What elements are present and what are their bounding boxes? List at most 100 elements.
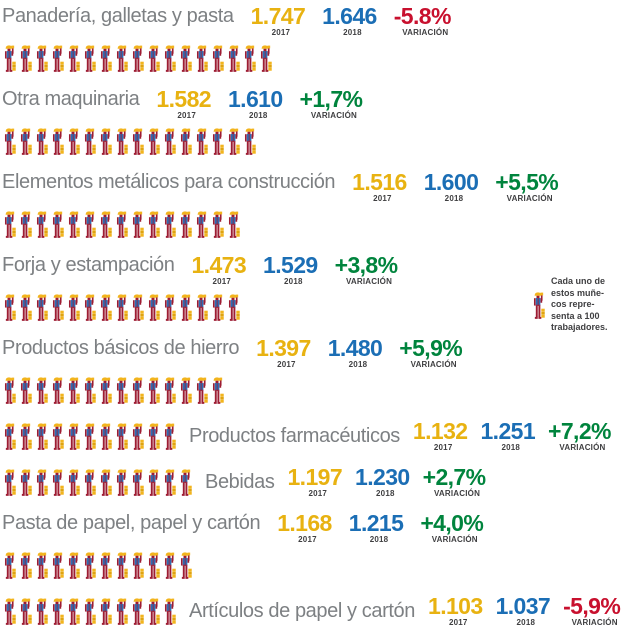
value-2017-number: 1.747: [250, 3, 306, 29]
industry-row-line: Productos básicos de hierro 1.397 2017 1.48…: [2, 336, 629, 369]
variation-value: +4,0% VARIACIÓN: [420, 511, 483, 544]
worker-icon: [116, 377, 128, 404]
worker-icon: [84, 552, 96, 579]
industry-row: Artículos de papel y cartón 1.103 2017 1.03…: [2, 594, 629, 627]
industry-row-line: Forja y estampación 1.473 2017 1.529 2018 +3,…: [2, 253, 629, 286]
worker-icon: [100, 294, 112, 321]
industry-row-line: Bebidas 1.197 2017 1.230 2018 +2,7% VARIACIÓN: [2, 465, 629, 498]
worker-icon: [100, 598, 112, 625]
worker-icon: [116, 469, 128, 496]
worker-icon: [36, 128, 48, 155]
industry-row: Bebidas 1.197 2017 1.230 2018 +2,7% VARIACIÓN: [2, 465, 629, 498]
value-2018-number: 1.251: [480, 418, 536, 444]
variation-value: +5,9% VARIACIÓN: [399, 336, 462, 369]
value-2017: 1.168 2017: [277, 511, 332, 544]
worker-icon: [228, 128, 240, 155]
variation-value-caption: VARIACIÓN: [310, 111, 358, 120]
value-2018-caption: 2018: [348, 360, 368, 369]
industry-row: Forja y estampación 1.473 2017 1.529 2018 +3,…: [2, 253, 629, 323]
worker-icon: [164, 377, 176, 404]
value-2017-number: 1.197: [287, 464, 343, 490]
value-2018-caption: 2018: [369, 535, 389, 544]
worker-icon: [180, 469, 192, 496]
worker-icon: [164, 598, 176, 625]
worker-icon: [20, 423, 32, 450]
value-2018: 1.610 2018: [228, 87, 283, 120]
worker-icon: [228, 45, 240, 72]
worker-icon: [212, 128, 224, 155]
worker-icon: [84, 211, 96, 238]
worker-icon: [20, 211, 32, 238]
worker-icon: [68, 128, 80, 155]
variation-value: +5,5% VARIACIÓN: [495, 170, 558, 203]
value-2018: 1.646 2018: [322, 4, 377, 37]
worker-icon: [180, 377, 192, 404]
worker-icon: [20, 294, 32, 321]
legend-note-text: Cada uno de estos muñe- cos repre- senta…: [551, 276, 608, 332]
worker-icon: [52, 469, 64, 496]
value-2018-number: 1.037: [495, 593, 551, 619]
worker-icon: [100, 552, 112, 579]
value-2017-number: 1.103: [428, 593, 483, 619]
value-2017-number: 1.582: [156, 86, 211, 112]
worker-icon: [100, 423, 112, 450]
value-2018-number: 1.480: [327, 335, 383, 361]
worker-icon: [132, 45, 144, 72]
value-2018: 1.251 2018: [480, 419, 535, 452]
value-2018-number: 1.230: [355, 464, 410, 490]
worker-icon: [180, 45, 192, 72]
worker-icon: [116, 598, 128, 625]
legend-note: Cada uno de estos muñe- cos repre- senta…: [531, 276, 627, 334]
worker-icon: [68, 552, 80, 579]
worker-icon: [228, 294, 240, 321]
worker-icon: [52, 45, 64, 72]
worker-icon: [533, 292, 545, 320]
worker-icon: [68, 469, 80, 496]
worker-icon: [148, 552, 160, 579]
value-2017-number: 1.473: [191, 252, 247, 278]
worker-icon: [4, 294, 16, 321]
worker-icon-row: [2, 41, 629, 74]
worker-icon: [52, 211, 64, 238]
variation-value-number: +3,8%: [334, 252, 398, 278]
variation-value: +3,8% VARIACIÓN: [335, 253, 398, 286]
worker-icon: [20, 45, 32, 72]
variation-value: -5,9% VARIACIÓN: [563, 593, 621, 627]
value-2017: 1.473 2017: [191, 253, 246, 286]
worker-icon: [4, 128, 16, 155]
worker-icon: [244, 128, 256, 155]
worker-icon: [52, 128, 64, 155]
worker-icon: [116, 128, 128, 155]
value-2017-number: 1.168: [277, 510, 332, 536]
worker-icon: [132, 294, 144, 321]
value-2018-number: 1.215: [348, 510, 404, 536]
worker-icon: [84, 598, 96, 625]
worker-icon: [132, 469, 144, 496]
value-2018: 1.037 2018: [496, 594, 551, 627]
worker-icon: [116, 211, 128, 238]
value-2017-number: 1.516: [352, 169, 407, 195]
worker-icon: [4, 552, 16, 579]
worker-icon: [212, 211, 224, 238]
industry-label: Panadería, galletas y pasta: [2, 5, 234, 27]
variation-value-number: -5,9%: [563, 593, 621, 619]
variation-value-number: +1,7%: [299, 86, 363, 112]
worker-icon: [52, 423, 64, 450]
worker-icon: [20, 128, 32, 155]
value-2017: 1.197 2017: [287, 465, 342, 498]
worker-icon: [4, 211, 16, 238]
value-2017-caption: 2017: [308, 489, 328, 498]
value-2017-caption: 2017: [373, 194, 392, 203]
worker-icon: [52, 552, 64, 579]
industry-label: Forja y estampación: [2, 254, 175, 276]
worker-icon-row: [2, 290, 629, 323]
worker-icon: [20, 469, 32, 496]
industry-label: Productos farmacéuticos: [189, 424, 400, 447]
industry-row-line: Otra maquinaria 1.582 2017 1.610 2018 +1,7% VA…: [2, 87, 629, 120]
worker-icon: [68, 211, 80, 238]
value-2017: 1.747 2017: [251, 4, 306, 37]
worker-icon: [36, 423, 48, 450]
variation-value-caption: VARIACIÓN: [410, 360, 457, 369]
worker-icon-row: [2, 594, 176, 627]
worker-icon: [260, 45, 272, 72]
